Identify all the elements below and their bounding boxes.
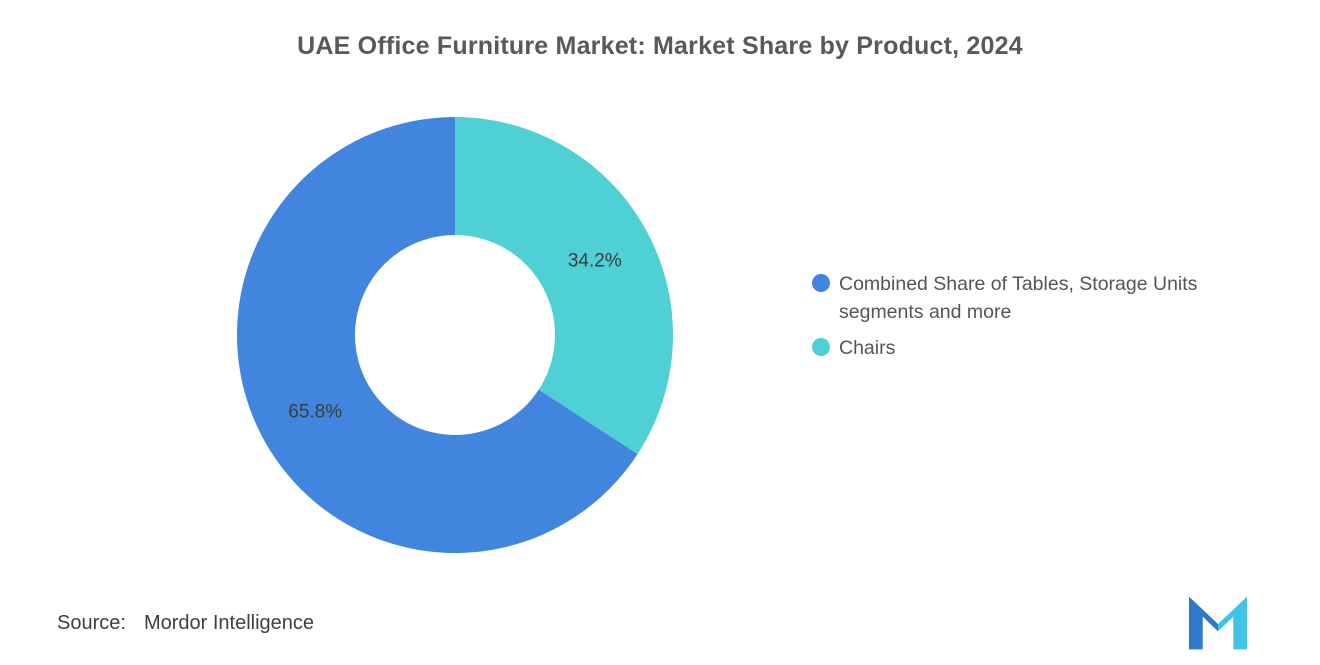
legend-marker-circle-icon: [812, 338, 830, 357]
source-value: Mordor Intelligence: [143, 612, 315, 634]
donut-slice: [236, 117, 638, 553]
legend-marker-circle-icon: [812, 274, 830, 292]
legend-label: Chairs: [839, 337, 896, 360]
logo-right-shape: [1218, 596, 1247, 650]
mordor-intelligence-logo: [1189, 596, 1247, 650]
donut-slice: [455, 117, 673, 455]
source: Source: Mordor Intelligence: [57, 612, 314, 635]
donut-chart: 34.2% 65.8%: [236, 117, 673, 553]
chart-title: UAE Office Furniture Market: Market Shar…: [297, 32, 1023, 60]
source-label: Source:: [57, 612, 126, 634]
legend-item: Chairs: [812, 335, 1264, 363]
logo-left-shape: [1189, 596, 1218, 650]
legend: Combined Share of Tables, Storage Units …: [812, 271, 1264, 363]
legend-item: Combined Share of Tables, Storage Units …: [812, 271, 1264, 326]
legend-label: Combined Share of Tables, Storage Units …: [839, 273, 1198, 323]
slice-data-label: 34.2%: [568, 250, 622, 271]
slice-data-label: 65.8%: [288, 402, 342, 423]
